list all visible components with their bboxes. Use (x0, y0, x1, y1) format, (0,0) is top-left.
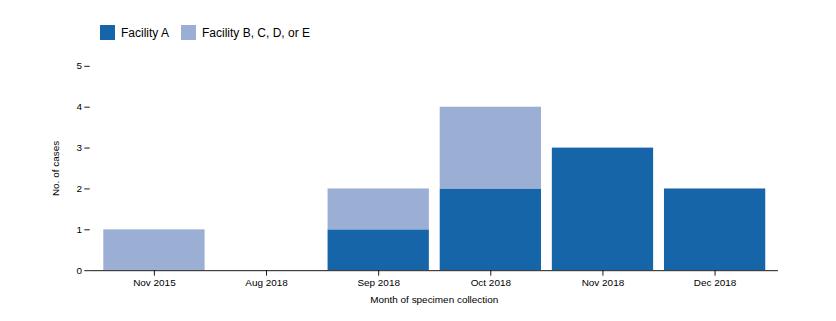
svg-text:Sep 2018: Sep 2018 (357, 277, 400, 288)
svg-text:Nov 2018: Nov 2018 (582, 277, 625, 288)
svg-text:Dec 2018: Dec 2018 (694, 277, 737, 288)
svg-text:5: 5 (77, 60, 83, 71)
svg-text:Nov 2015: Nov 2015 (133, 277, 176, 288)
svg-text:Oct 2018: Oct 2018 (471, 277, 512, 288)
svg-text:3: 3 (77, 142, 83, 153)
svg-text:2: 2 (77, 183, 83, 194)
html-text:Facility B, C, D, or E: Facility B, C, D, or E (202, 25, 310, 40)
svg-text:0: 0 (77, 265, 83, 276)
html-text:Facility A: Facility A (121, 25, 169, 40)
svg-text:Month of specimen collection: Month of specimen collection (370, 294, 498, 305)
svg-text:4: 4 (77, 101, 83, 112)
svg-text:No. of cases: No. of cases (50, 141, 61, 196)
svg-text:1: 1 (77, 224, 83, 235)
svg-text:Aug 2018: Aug 2018 (245, 277, 288, 288)
